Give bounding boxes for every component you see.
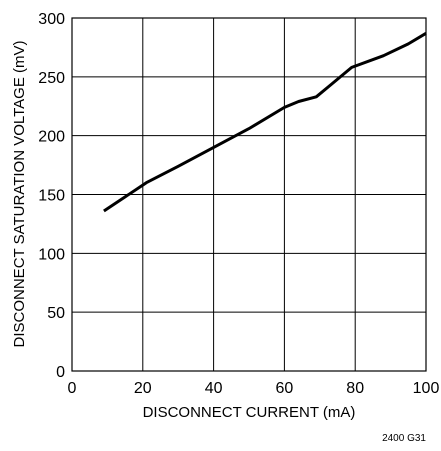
x-axis-title: DISCONNECT CURRENT (mA) — [143, 404, 356, 421]
figure-code: 2400 G31 — [382, 433, 426, 444]
y-tick-label: 0 — [56, 364, 65, 381]
series-line — [103, 32, 427, 213]
x-tick-label: 0 — [68, 380, 77, 397]
tick-labels: 0 20 40 60 80 100 0 50 100 150 200 250 300 — [38, 11, 439, 397]
y-axis-title: DISCONNECT SATURATION VOLTAGE (mV) — [11, 41, 28, 348]
grid — [72, 18, 426, 371]
y-tick-label: 200 — [38, 129, 65, 146]
x-tick-label: 20 — [134, 380, 152, 397]
y-tick-label: 100 — [38, 246, 65, 263]
y-tick-label: 50 — [47, 305, 65, 322]
x-tick-label: 100 — [413, 380, 440, 397]
y-tick-label: 300 — [38, 11, 65, 28]
x-tick-label: 40 — [205, 380, 223, 397]
series-layer — [103, 32, 427, 213]
x-tick-label: 60 — [276, 380, 294, 397]
x-tick-label: 80 — [346, 380, 364, 397]
y-tick-label: 150 — [38, 188, 65, 205]
y-tick-label: 250 — [38, 70, 65, 87]
plot-frame — [71, 17, 427, 372]
